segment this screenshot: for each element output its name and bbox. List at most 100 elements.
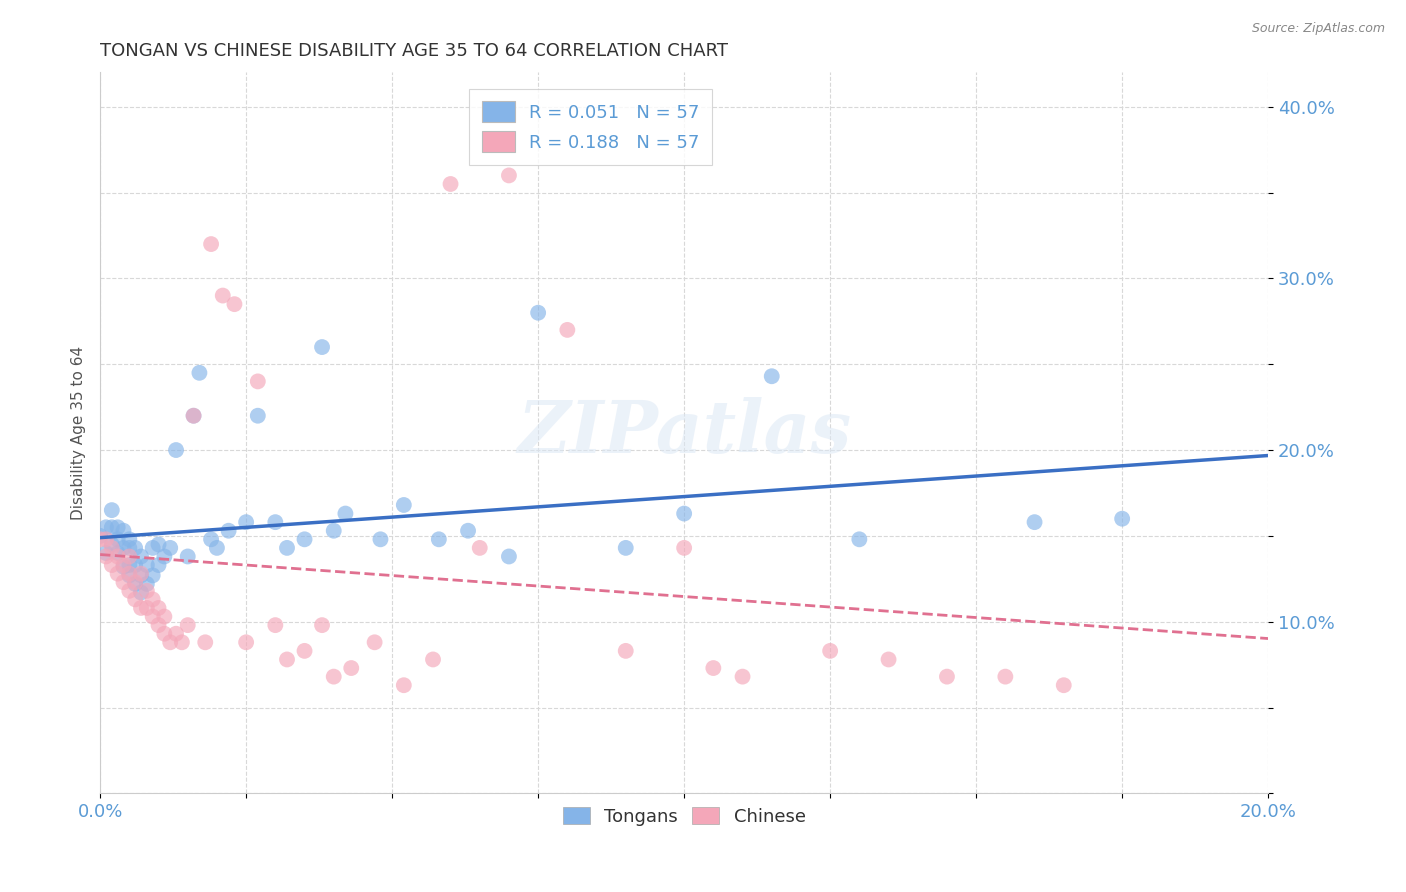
Point	[1111, 512, 1133, 526]
Point	[118, 541, 141, 555]
Point	[498, 549, 520, 564]
Point	[848, 533, 870, 547]
Point	[177, 618, 200, 632]
Point	[224, 297, 246, 311]
Point	[392, 498, 415, 512]
Legend: Tongans, Chinese: Tongans, Chinese	[554, 798, 815, 835]
Point	[124, 592, 146, 607]
Point	[614, 541, 637, 555]
Point	[183, 409, 205, 423]
Point	[1053, 678, 1076, 692]
Point	[101, 537, 124, 551]
Point	[129, 585, 152, 599]
Point	[142, 592, 165, 607]
Point	[118, 533, 141, 547]
Point	[112, 559, 135, 574]
Point	[112, 575, 135, 590]
Text: ZIPatlas: ZIPatlas	[517, 398, 851, 468]
Point	[124, 577, 146, 591]
Point	[159, 635, 181, 649]
Point	[311, 618, 333, 632]
Point	[129, 568, 152, 582]
Point	[101, 541, 124, 555]
Point	[135, 577, 157, 591]
Point	[392, 678, 415, 692]
Point	[322, 670, 344, 684]
Point	[673, 507, 696, 521]
Point	[148, 558, 170, 572]
Point	[118, 583, 141, 598]
Point	[94, 549, 117, 564]
Point	[112, 558, 135, 572]
Point	[129, 566, 152, 581]
Point	[107, 566, 129, 581]
Point	[673, 541, 696, 555]
Point	[276, 652, 298, 666]
Point	[129, 601, 152, 615]
Point	[340, 661, 363, 675]
Point	[142, 609, 165, 624]
Point	[135, 558, 157, 572]
Point	[422, 652, 444, 666]
Point	[818, 644, 841, 658]
Point	[218, 524, 240, 538]
Point	[107, 549, 129, 564]
Point	[335, 507, 357, 521]
Point	[153, 609, 176, 624]
Point	[135, 601, 157, 615]
Point	[614, 644, 637, 658]
Point	[1024, 515, 1046, 529]
Point	[457, 524, 479, 538]
Point	[148, 601, 170, 615]
Point	[170, 635, 193, 649]
Point	[165, 626, 187, 640]
Y-axis label: Disability Age 35 to 64: Disability Age 35 to 64	[72, 346, 86, 520]
Point	[107, 520, 129, 534]
Point	[498, 169, 520, 183]
Point	[276, 541, 298, 555]
Point	[246, 375, 269, 389]
Point	[731, 670, 754, 684]
Point	[142, 541, 165, 555]
Point	[877, 652, 900, 666]
Point	[94, 546, 117, 560]
Point	[153, 626, 176, 640]
Point	[135, 583, 157, 598]
Point	[177, 549, 200, 564]
Point	[264, 515, 287, 529]
Point	[194, 635, 217, 649]
Point	[118, 549, 141, 564]
Point	[112, 524, 135, 538]
Point	[294, 644, 316, 658]
Point	[124, 541, 146, 555]
Point	[702, 661, 724, 675]
Point	[129, 549, 152, 564]
Point	[165, 443, 187, 458]
Point	[235, 635, 257, 649]
Point	[363, 635, 385, 649]
Point	[188, 366, 211, 380]
Point	[200, 533, 222, 547]
Point	[124, 575, 146, 590]
Text: Source: ZipAtlas.com: Source: ZipAtlas.com	[1251, 22, 1385, 36]
Point	[101, 558, 124, 572]
Point	[439, 177, 461, 191]
Point	[118, 568, 141, 582]
Point	[235, 515, 257, 529]
Point	[370, 533, 392, 547]
Point	[994, 670, 1017, 684]
Point	[118, 558, 141, 572]
Point	[89, 529, 111, 543]
Point	[557, 323, 579, 337]
Point	[142, 568, 165, 582]
Point	[246, 409, 269, 423]
Point	[94, 520, 117, 534]
Point	[211, 288, 233, 302]
Point	[761, 369, 783, 384]
Point	[107, 546, 129, 560]
Point	[427, 533, 450, 547]
Point	[468, 541, 491, 555]
Point	[936, 670, 959, 684]
Point	[124, 558, 146, 572]
Point	[118, 566, 141, 581]
